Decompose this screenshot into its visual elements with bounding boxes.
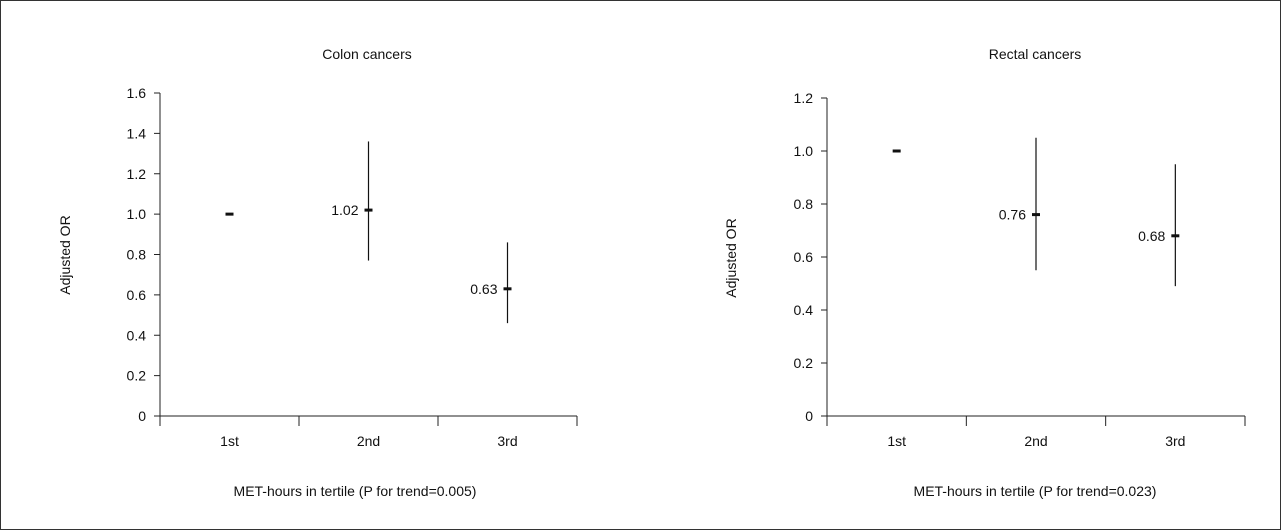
chart1-data-label: 1.02	[331, 202, 358, 218]
chart2-y-tick-label: 0.4	[794, 302, 814, 318]
chart1-y-tick-label: 1.0	[127, 206, 147, 222]
chart2-x-tick-label: 1st	[887, 433, 906, 449]
chart1-point-marker	[503, 287, 512, 291]
chart1-y-tick-label: 0.6	[127, 287, 147, 303]
chart1-title: Colon cancers	[322, 46, 412, 62]
chart1-y-tick-label: 1.4	[127, 125, 147, 141]
chart1-xlabel: MET-hours in tertile (P for trend=0.005)	[234, 483, 477, 499]
chart1-y-tick-label: 0.8	[127, 247, 147, 263]
chart2-y-tick-label: 1.0	[794, 143, 814, 159]
chart1-ylabel: Adjusted OR	[57, 215, 73, 294]
chart1-data-label: 0.63	[470, 281, 497, 297]
chart2-data-label: 0.76	[999, 207, 1026, 223]
chart2-data-label: 0.68	[1138, 228, 1165, 244]
chart1-x-tick-label: 3rd	[497, 433, 517, 449]
chart2-x-tick-label: 3rd	[1165, 433, 1185, 449]
chart2-x-tick-label: 2nd	[1024, 433, 1047, 449]
chart2-point-marker	[892, 149, 901, 153]
chart1-y-tick-label: 1.2	[127, 166, 147, 182]
chart1-y-tick-label: 0.4	[127, 327, 147, 343]
chart1-point-marker	[225, 212, 234, 216]
chart2-xlabel: MET-hours in tertile (P for trend=0.023)	[914, 483, 1157, 499]
chart1-y-tick-label: 0.2	[127, 368, 147, 384]
chart2-y-tick-label: 0.8	[794, 196, 814, 212]
chart2-y-tick-label: 0	[805, 408, 813, 424]
chart2-point-marker	[1032, 213, 1040, 217]
chart2-y-tick-label: 1.2	[794, 90, 814, 106]
chart2-title: Rectal cancers	[989, 46, 1082, 62]
chart2-y-tick-label: 0.6	[794, 249, 814, 265]
chart1-point-marker	[364, 208, 373, 212]
chart1-x-tick-label: 2nd	[357, 433, 380, 449]
chart2-ylabel: Adjusted OR	[723, 218, 739, 297]
chart2-point-marker	[1171, 234, 1180, 238]
chart1-x-tick-label: 1st	[220, 433, 239, 449]
chart2-y-tick-label: 0.2	[794, 355, 814, 371]
chart1-y-tick-label: 0	[138, 408, 146, 424]
chart1-y-tick-label: 1.6	[127, 85, 147, 101]
